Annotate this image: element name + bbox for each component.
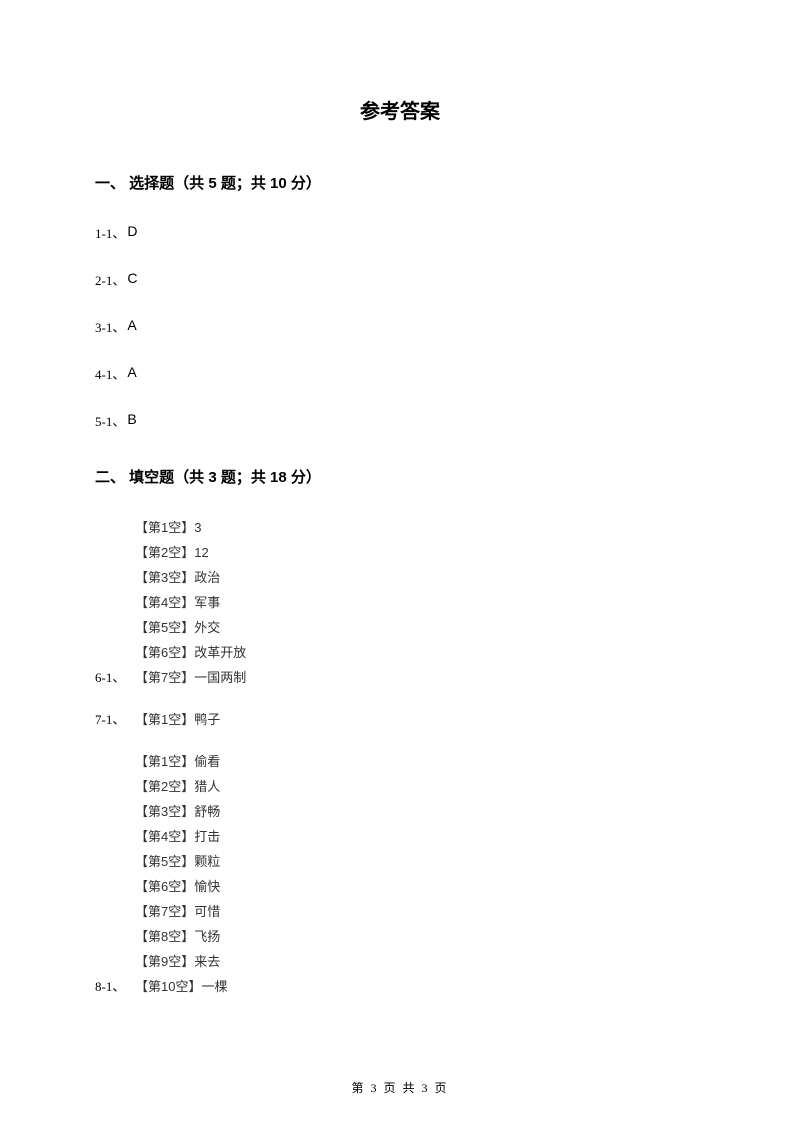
blank-item: 【第3空】舒畅 — [135, 801, 227, 820]
blank-item: 【第1空】偷看 — [135, 751, 227, 770]
page-title: 参考答案 — [95, 95, 705, 124]
section1-header: 一、 选择题（共 5 题；共 10 分） — [95, 172, 705, 193]
fill-label: 7-1、 — [95, 709, 135, 728]
answer-row: 5-1、 B — [95, 411, 705, 430]
fill-row: 6-1、 【第1空】3 【第2空】12 【第3空】政治 【第4空】军事 【第5空… — [95, 517, 705, 686]
answer-row: 2-1、 C — [95, 270, 705, 289]
fill-blanks: 【第1空】3 【第2空】12 【第3空】政治 【第4空】军事 【第5空】外交 【… — [135, 517, 246, 686]
answer-label: 1-1、 — [95, 223, 125, 242]
blank-item: 【第9空】来去 — [135, 951, 227, 970]
blank-item: 【第4空】打击 — [135, 826, 227, 845]
answer-label: 5-1、 — [95, 411, 125, 430]
answer-value: B — [127, 411, 136, 427]
fill-label: 8-1、 — [95, 976, 135, 995]
fill-label: 6-1、 — [95, 667, 135, 686]
answer-label: 4-1、 — [95, 364, 125, 383]
fill-row: 7-1、 【第1空】鸭子 — [95, 709, 705, 728]
answer-row: 4-1、 A — [95, 364, 705, 383]
blank-item: 【第4空】军事 — [135, 592, 246, 611]
blank-item: 【第7空】一国两制 — [135, 667, 246, 686]
answer-value: A — [127, 317, 136, 333]
blank-item: 【第2空】猎人 — [135, 776, 227, 795]
answer-row: 3-1、 A — [95, 317, 705, 336]
blank-item: 【第2空】12 — [135, 542, 246, 561]
fill-blanks: 【第1空】鸭子 — [135, 709, 220, 728]
answer-row: 1-1、 D — [95, 223, 705, 242]
fill-blanks: 【第1空】偷看 【第2空】猎人 【第3空】舒畅 【第4空】打击 【第5空】颗粒 … — [135, 751, 227, 995]
answer-label: 2-1、 — [95, 270, 125, 289]
answer-value: C — [127, 270, 137, 286]
blank-item: 【第6空】改革开放 — [135, 642, 246, 661]
fill-row: 8-1、 【第1空】偷看 【第2空】猎人 【第3空】舒畅 【第4空】打击 【第5… — [95, 751, 705, 995]
blank-item: 【第6空】愉快 — [135, 876, 227, 895]
section2-header: 二、 填空题（共 3 题；共 18 分） — [95, 466, 705, 487]
answer-label: 3-1、 — [95, 317, 125, 336]
blank-item: 【第1空】鸭子 — [135, 709, 220, 728]
answer-value: A — [127, 364, 136, 380]
blank-item: 【第8空】飞扬 — [135, 926, 227, 945]
blank-item: 【第10空】一棵 — [135, 976, 227, 995]
blank-item: 【第3空】政治 — [135, 567, 246, 586]
answer-value: D — [127, 223, 137, 239]
page-footer: 第 3 页 共 3 页 — [0, 1079, 800, 1096]
blank-item: 【第5空】外交 — [135, 617, 246, 636]
blank-item: 【第1空】3 — [135, 517, 246, 536]
blank-item: 【第5空】颗粒 — [135, 851, 227, 870]
blank-item: 【第7空】可惜 — [135, 901, 227, 920]
